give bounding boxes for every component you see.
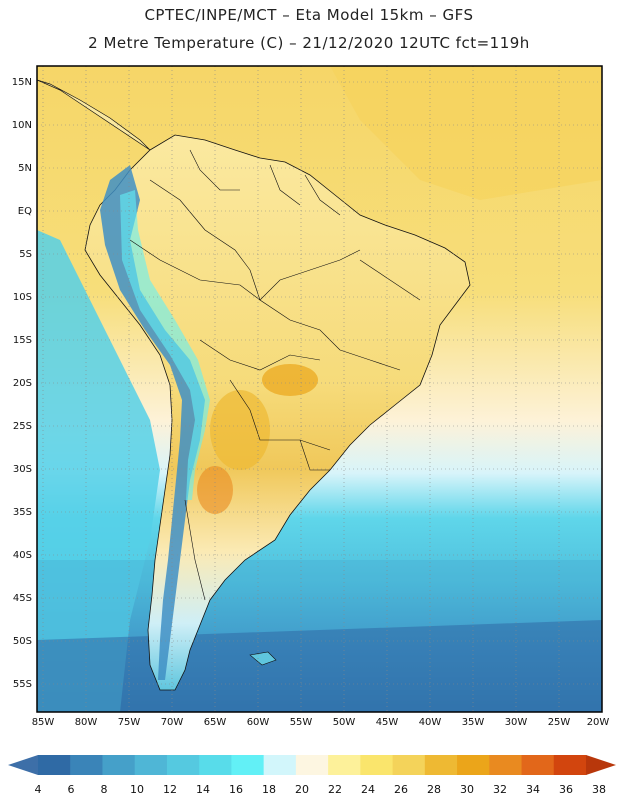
andes-cold-ridge	[100, 165, 205, 680]
colorbar-label: 6	[67, 783, 75, 796]
lon-label: 35W	[461, 717, 485, 728]
falkland-islands	[249, 651, 277, 666]
lon-label: 40W	[418, 717, 442, 728]
colorbar-label: 4	[34, 783, 42, 796]
colorbar-label: 30	[460, 783, 474, 796]
lon-label: 50W	[332, 717, 356, 728]
colorbar-label: 32	[493, 783, 507, 796]
colorbar-left-arrow	[8, 755, 38, 775]
colorbar-cell	[199, 755, 232, 775]
lat-label: EQ	[17, 206, 32, 217]
lat-label: 45S	[12, 593, 32, 604]
colorbar-label: 28	[427, 783, 441, 796]
lat-label: 5S	[19, 249, 32, 260]
lon-label: 85W	[31, 717, 55, 728]
colorbar-cell	[38, 755, 71, 775]
lat-label: 30S	[12, 464, 32, 475]
colorbar-label: 20	[295, 783, 309, 796]
lat-label: 50S	[12, 636, 32, 647]
colorbar-label: 38	[592, 783, 606, 796]
lat-label: 10S	[12, 292, 32, 303]
colorbar-label: 36	[559, 783, 573, 796]
country-borders	[129, 149, 421, 601]
lat-label: 25S	[12, 421, 32, 432]
colorbar-cell	[231, 755, 265, 775]
lat-label: 10N	[11, 120, 32, 131]
lat-label: 20S	[12, 378, 32, 389]
colorbar-cell	[263, 755, 297, 775]
lon-label: 80W	[74, 717, 98, 728]
colorbar-cell	[134, 755, 168, 775]
colorbar-label: 8	[100, 783, 108, 796]
colorbar-cell	[553, 755, 587, 775]
map-area	[37, 66, 602, 712]
lat-label: 15S	[12, 335, 32, 346]
colorbar-label: 18	[262, 783, 276, 796]
colorbar-label: 34	[526, 783, 540, 796]
warm-atlantic-band	[330, 66, 602, 200]
colorbar-cell	[392, 755, 426, 775]
colorbar-label: 26	[394, 783, 408, 796]
colorbar-label: 12	[163, 783, 177, 796]
colorbar-cell	[295, 755, 329, 775]
colorbar-label: 10	[130, 783, 144, 796]
colorbar-cell	[102, 755, 136, 775]
lon-label: 60W	[246, 717, 270, 728]
colorbar-label: 22	[328, 783, 342, 796]
colorbar	[8, 755, 616, 775]
colorbar-cell	[166, 755, 200, 775]
colorbar-cell	[489, 755, 523, 775]
andes-cool-slope	[120, 190, 210, 500]
lat-label: 15N	[11, 77, 32, 88]
lon-label: 70W	[160, 717, 184, 728]
lat-label: 55S	[12, 679, 32, 690]
central-america-land	[37, 79, 151, 151]
lon-label: 30W	[504, 717, 528, 728]
lat-label: 40S	[12, 550, 32, 561]
colorbar-label: 16	[229, 783, 243, 796]
map-frame	[36, 65, 603, 713]
lon-label: 65W	[203, 717, 227, 728]
lon-label: 45W	[375, 717, 399, 728]
lat-label: 5N	[18, 163, 32, 174]
pacific-cool-zone	[37, 230, 160, 712]
colorbar-label: 24	[361, 783, 375, 796]
colorbar-cell	[70, 755, 103, 775]
lat-label: 35S	[12, 507, 32, 518]
lon-label: 20W	[586, 717, 610, 728]
title-line-1: CPTEC/INPE/MCT – Eta Model 15km – GFS	[144, 6, 474, 24]
hot-spot-pantanal	[262, 364, 318, 396]
lon-label: 25W	[547, 717, 571, 728]
colorbar-cell	[360, 755, 394, 775]
hot-spot-chaco	[210, 390, 270, 470]
colorbar-cell	[521, 755, 555, 775]
colorbar-cell	[457, 755, 490, 775]
colorbar-cell	[424, 755, 458, 775]
title-line-2: 2 Metre Temperature (C) – 21/12/2020 12U…	[88, 34, 530, 52]
lon-label: 75W	[117, 717, 141, 728]
lon-label: 55W	[289, 717, 313, 728]
colorbar-right-arrow	[586, 755, 616, 775]
colorbar-label: 14	[196, 783, 210, 796]
colorbar-cell	[328, 755, 361, 775]
